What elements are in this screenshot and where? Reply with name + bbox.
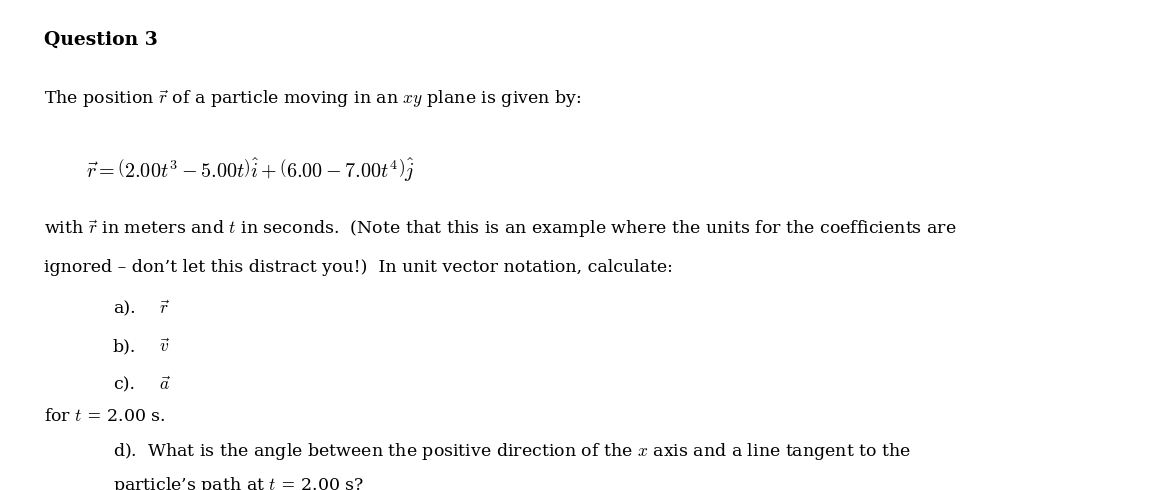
Text: $\vec{v}$: $\vec{v}$ xyxy=(159,338,169,356)
Text: d).  What is the angle between the positive direction of the $x$ axis and a line: d). What is the angle between the positi… xyxy=(113,441,911,462)
Text: The position $\vec{r}$ of a particle moving in an $xy$ plane is given by:: The position $\vec{r}$ of a particle mov… xyxy=(44,88,581,110)
Text: ignored – don’t let this distract you!)  In unit vector notation, calculate:: ignored – don’t let this distract you!) … xyxy=(44,259,673,276)
Text: particle’s path at $t$ = 2.00 s?: particle’s path at $t$ = 2.00 s? xyxy=(113,475,364,490)
Text: b).: b). xyxy=(113,338,136,355)
Text: a).: a). xyxy=(113,300,136,317)
Text: $\vec{r}$: $\vec{r}$ xyxy=(159,300,169,318)
Text: Question 3: Question 3 xyxy=(44,30,158,49)
Text: $\vec{r}=\left(2.00t^{3}-5.00t\right)\hat{i}+\left(6.00-7.00t^{4}\right)\hat{j}$: $\vec{r}=\left(2.00t^{3}-5.00t\right)\ha… xyxy=(86,157,415,184)
Text: with $\vec{r}$ in meters and $t$ in seconds.  (Note that this is an example wher: with $\vec{r}$ in meters and $t$ in seco… xyxy=(44,218,956,240)
Text: c).: c). xyxy=(113,376,135,393)
Text: $\vec{a}$: $\vec{a}$ xyxy=(159,376,170,394)
Text: for $t$ = 2.00 s.: for $t$ = 2.00 s. xyxy=(44,408,166,425)
